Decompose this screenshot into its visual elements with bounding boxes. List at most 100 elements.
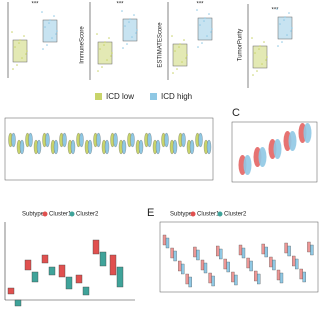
violin-shape xyxy=(138,139,144,155)
violin-shape xyxy=(70,139,76,155)
box-shape xyxy=(272,259,276,271)
point-shape xyxy=(111,52,113,54)
point-shape xyxy=(178,46,180,48)
box-shape xyxy=(310,244,314,256)
point-shape xyxy=(121,10,123,12)
box-shape xyxy=(165,237,170,249)
point-shape xyxy=(124,25,126,27)
violin-shape xyxy=(258,147,267,167)
box-shape xyxy=(82,286,90,296)
point-shape xyxy=(136,29,138,31)
box-shape xyxy=(223,258,227,270)
box-shape xyxy=(295,258,299,270)
point-shape xyxy=(266,56,268,58)
violin-shape xyxy=(172,139,178,155)
box-shape xyxy=(238,244,243,256)
point-shape xyxy=(16,64,18,66)
panel-b-frame xyxy=(4,117,214,181)
point-shape xyxy=(126,43,128,45)
point-shape xyxy=(135,32,137,34)
box-shape xyxy=(14,299,22,307)
box-shape xyxy=(216,245,220,257)
box-shape xyxy=(41,254,49,264)
box-shape xyxy=(252,45,268,69)
point-shape xyxy=(196,9,198,11)
violin-shape xyxy=(198,132,203,148)
box-shape xyxy=(246,257,250,269)
point-shape xyxy=(48,22,50,24)
box-shape xyxy=(269,256,273,268)
violin-shape xyxy=(28,132,33,148)
box-shape xyxy=(58,264,66,278)
legend-label: Cluster1 xyxy=(197,212,220,218)
box-shape xyxy=(48,266,56,276)
point-shape xyxy=(106,59,108,61)
violin-shape xyxy=(36,139,42,155)
box-shape xyxy=(193,246,197,258)
box-shape xyxy=(299,268,303,280)
point-shape xyxy=(283,19,285,21)
box-shape xyxy=(264,246,268,258)
point-shape xyxy=(18,42,20,44)
point-shape xyxy=(51,37,53,39)
point-shape xyxy=(284,16,286,18)
box-shape xyxy=(203,262,208,274)
box-shape xyxy=(178,260,182,272)
violin-shape xyxy=(164,132,169,148)
point-shape xyxy=(254,52,256,54)
point-shape xyxy=(23,35,25,37)
point-shape xyxy=(256,70,258,72)
point-shape xyxy=(277,45,279,47)
violin-shape xyxy=(113,132,118,148)
box-shape xyxy=(276,269,281,281)
violin-shape xyxy=(104,139,110,155)
point-shape xyxy=(203,20,205,22)
y-label: ESTIMATEScore xyxy=(158,22,164,68)
top-panels: *** *** ImmuneScore *** ESTIMATEScore **… xyxy=(7,2,279,88)
point-shape xyxy=(181,61,183,63)
legend-title: Subtype xyxy=(170,212,193,218)
box-shape xyxy=(7,287,15,295)
legend-swatch xyxy=(95,93,102,100)
box-shape xyxy=(231,271,235,283)
legend-label: ICD low xyxy=(106,92,134,101)
point-shape xyxy=(97,70,99,72)
point-shape xyxy=(101,66,103,68)
point-shape xyxy=(290,30,292,32)
violin-shape xyxy=(53,139,59,155)
panel-letter: C xyxy=(232,107,240,119)
violin-shape xyxy=(87,139,93,155)
point-shape xyxy=(291,27,293,29)
point-shape xyxy=(197,46,199,48)
point-shape xyxy=(206,35,208,37)
point-shape xyxy=(211,28,213,30)
legend-swatch xyxy=(217,211,223,217)
panel-c-frame xyxy=(231,121,318,183)
point-shape xyxy=(183,39,185,41)
violin-shape xyxy=(288,131,297,151)
point-shape xyxy=(11,31,13,33)
point-shape xyxy=(259,45,261,47)
box-shape xyxy=(172,43,188,67)
violin-shape xyxy=(147,132,152,148)
point-shape xyxy=(265,59,267,61)
point-shape xyxy=(19,39,21,41)
violin-shape xyxy=(189,139,195,155)
point-shape xyxy=(252,74,254,76)
violin-shape xyxy=(11,132,16,148)
box-shape xyxy=(200,259,205,271)
box-shape xyxy=(181,263,185,275)
point-shape xyxy=(49,19,51,21)
violin-shape xyxy=(79,132,84,148)
point-shape xyxy=(176,68,178,70)
violin-shape xyxy=(273,139,282,159)
legend-swatch xyxy=(69,211,75,217)
box-shape xyxy=(122,18,138,42)
sig: *** xyxy=(196,2,204,8)
point-shape xyxy=(110,55,112,57)
box-shape xyxy=(287,245,291,257)
legend-swatch xyxy=(190,211,196,217)
point-shape xyxy=(103,44,105,46)
point-shape xyxy=(14,46,16,48)
box-shape xyxy=(188,276,192,288)
